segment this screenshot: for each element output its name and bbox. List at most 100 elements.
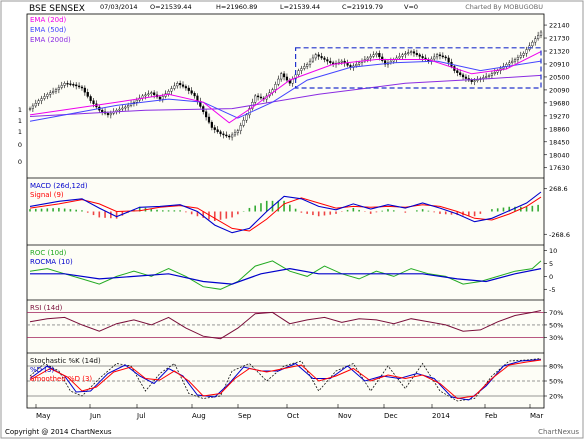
candle-body [447,57,450,63]
macd-histogram-bar [138,206,141,212]
candle-body [438,54,442,57]
x-axis: May Jun Jul Aug Sep Oct Nov Dec 2014 Feb Mar [35,404,543,420]
candle-body [487,75,491,77]
price-axis-tick-label: 21320 [549,48,570,56]
candle-body [372,54,375,57]
macd-histogram-bar [300,211,303,213]
roc-axis-tick-label: -5 [549,286,555,294]
macd-histogram-bar [404,211,407,213]
macd-histogram-bar [81,210,83,212]
rsi-line [29,310,542,340]
macd-histogram-bar [173,210,176,212]
candle-body [433,56,436,60]
candle-body [519,55,522,58]
macd-histogram-bar [52,208,54,212]
candle-body [470,79,473,82]
candle-body [170,88,173,92]
header-low: L=21539.44 [280,3,320,11]
candle-body [89,96,92,101]
candle-body [323,57,326,60]
candle-body [63,83,66,86]
candle-body [537,35,540,39]
legend-2: EMA (50d) [30,26,67,34]
price-axis-tick-label: 20090 [549,86,570,94]
candle-body [72,84,75,86]
x-tick-label: Oct [287,412,299,420]
signal-legend: Signal (9) [30,191,64,199]
candle-body [314,54,317,59]
candle-body [306,64,309,67]
price-axis-tick-label: 18450 [549,138,570,146]
macd-histogram-bar [34,208,37,212]
candle-body [493,71,496,74]
candle-body [230,134,234,138]
candle-body [412,51,416,54]
candle-body [317,54,320,57]
candle-body [346,63,349,66]
x-tick-label: Jul [136,412,146,420]
candle-body [153,92,156,96]
candle-body [326,59,329,62]
macd-histogram-bar [416,210,418,212]
macd-histogram-bar [75,209,77,212]
candle-body [485,76,488,78]
candle-body [236,130,239,134]
candle-body [254,95,257,103]
candle-body [308,60,312,65]
candle-body [34,103,37,107]
left-axis-label: 1 [18,117,22,125]
candle-body [86,92,89,97]
candle-body [409,51,413,53]
x-tick-label: May [36,412,50,420]
macd-histogram-bar [444,211,447,215]
candle-body [496,70,499,73]
macd-histogram-bar [150,208,153,212]
candle-body [239,125,242,131]
candle-body [121,107,124,110]
macd-histogram-bar [468,211,470,216]
candle-body [259,96,263,99]
macd-histogram-bar [427,210,430,212]
stoch-k-line [29,358,542,402]
macd-histogram-bar [283,200,285,212]
candle-body [534,38,537,43]
roc-axis-tick-label: 10 [549,247,557,255]
candle-body [404,53,407,55]
candle-body [40,98,43,101]
candle-body [109,113,112,116]
x-tick-label: 2014 [432,412,450,420]
macd-histogram-bar [40,208,43,212]
candle-body [184,86,187,89]
trading-range-box [295,47,542,89]
candle-body [280,73,283,80]
candle-body [398,56,401,59]
candle-body [303,66,306,69]
candle-body [213,127,216,130]
macd-histogram-bar [231,211,233,218]
macd-histogram-bar [185,211,187,213]
candle-body [277,78,280,85]
stoch-d-legend: %D (3) [30,366,54,374]
macd-histogram-bar [294,208,297,212]
candle-body [539,31,543,36]
macd-histogram-bar [29,209,31,212]
candle-body [135,99,138,103]
candle-body [181,84,185,87]
macd-histogram-bar [312,211,314,216]
candle-body [161,96,164,100]
candle-body [144,94,147,97]
header-high: H=21960.89 [216,3,257,11]
macd-histogram-bar [92,211,95,216]
candle-body [167,90,170,95]
candle-body [124,106,127,109]
stoch-axis-tick-label: 20% [549,393,563,401]
candle-body [118,108,121,111]
candle-body [421,56,424,59]
candle-body [320,56,323,59]
macd-histogram-bar [450,211,453,215]
x-tick-label: Nov [338,412,352,420]
candle-body [508,62,511,65]
candle-body [282,73,286,78]
macd-histogram-bar [179,210,181,212]
macd-histogram-bar [496,208,499,212]
